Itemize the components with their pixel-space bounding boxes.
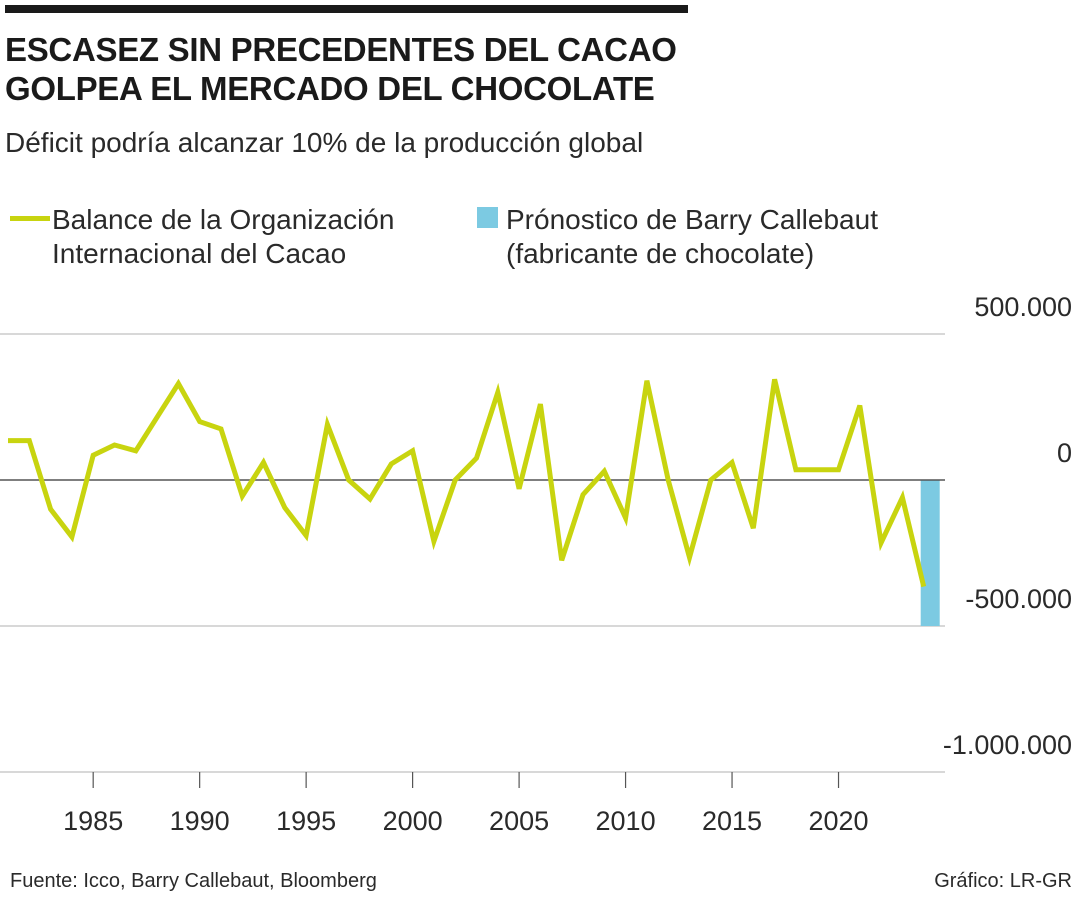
legend-item-barry-callebaut-forecast: Prónostico de Barry Callebaut (fabricant…: [506, 203, 878, 271]
chart-subtitle: Déficit podría alcanzar 10% de la produc…: [5, 127, 644, 158]
y-axis-tick-labels: 500.000 0 -500.000 -1.000.000: [943, 292, 1072, 760]
y-tick-label: 0: [1057, 438, 1072, 468]
x-tick-label: 2015: [702, 806, 762, 836]
grid-lines: [0, 333, 945, 773]
legend-label-line-2: (fabricante de chocolate): [506, 238, 815, 269]
x-tick-label: 2020: [808, 806, 868, 836]
credit-note: Gráfico: LR-GR: [934, 870, 1072, 892]
y-tick-label: -1.000.000: [943, 730, 1072, 760]
forecast-bars: [920, 480, 940, 626]
legend-line-swatch: [10, 216, 50, 221]
legend-item-icco-balance: Balance de la Organización Internacional…: [52, 203, 394, 271]
x-tick-label: 2005: [489, 806, 549, 836]
x-tick-label: 1995: [276, 806, 336, 836]
legend-label-line-1: Balance de la Organización: [52, 204, 395, 235]
chart-title: ESCASEZ SIN PRECEDENTES DEL CACAO GOLPEA…: [5, 30, 765, 108]
legend-bar-swatch: [477, 207, 498, 228]
x-tick-label: 2010: [596, 806, 656, 836]
y-tick-label: 500.000: [974, 292, 1072, 322]
forecast-bar: [920, 480, 940, 626]
top-rule: [5, 5, 688, 13]
balance-line: [8, 378, 927, 588]
x-tick-label: 1990: [170, 806, 230, 836]
x-tick-label: 1985: [63, 806, 123, 836]
x-axis-tick-labels: 1985 1990 1995 2000 2005 2010 2015 2020: [63, 772, 869, 836]
chart-title-line-2: GOLPEA EL MERCADO DEL CHOCOLATE: [5, 70, 655, 107]
source-note: Fuente: Icco, Barry Callebaut, Bloomberg: [10, 870, 377, 892]
x-tick-label: 2000: [383, 806, 443, 836]
legend-label-line-1: Prónostico de Barry Callebaut: [506, 204, 878, 235]
chart-title-line-1: ESCASEZ SIN PRECEDENTES DEL CACAO: [5, 31, 677, 68]
legend-label-line-2: Internacional del Cacao: [52, 238, 347, 269]
y-tick-label: -500.000: [965, 584, 1072, 614]
balance-series: [8, 378, 927, 588]
